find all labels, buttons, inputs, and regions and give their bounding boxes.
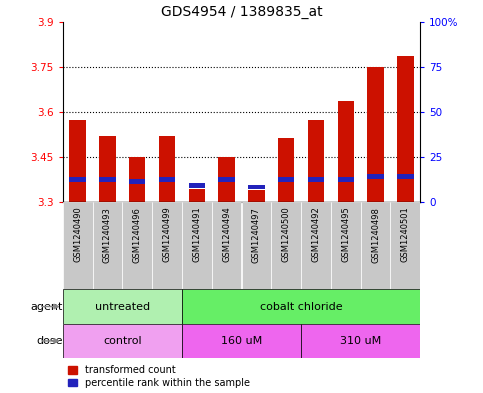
- Bar: [152, 202, 182, 289]
- Bar: [63, 202, 93, 289]
- Bar: [397, 174, 413, 179]
- Bar: [308, 119, 324, 202]
- Bar: [368, 67, 384, 202]
- Bar: [368, 174, 384, 179]
- Bar: [70, 177, 86, 182]
- Text: 160 uM: 160 uM: [221, 336, 262, 346]
- Bar: [189, 183, 205, 188]
- Text: GSM1240490: GSM1240490: [73, 207, 82, 263]
- Text: GSM1240491: GSM1240491: [192, 207, 201, 263]
- Bar: [390, 202, 420, 289]
- Bar: [93, 202, 122, 289]
- Text: GSM1240498: GSM1240498: [371, 207, 380, 263]
- Bar: [63, 324, 182, 358]
- Text: GSM1240493: GSM1240493: [103, 207, 112, 263]
- Bar: [397, 56, 413, 202]
- Text: GSM1240500: GSM1240500: [282, 207, 291, 263]
- Text: untreated: untreated: [95, 301, 150, 312]
- Bar: [278, 177, 294, 182]
- Legend: transformed count, percentile rank within the sample: transformed count, percentile rank withi…: [68, 365, 250, 388]
- Bar: [248, 190, 265, 202]
- Bar: [182, 202, 212, 289]
- Bar: [361, 202, 390, 289]
- Bar: [159, 177, 175, 182]
- Bar: [129, 157, 145, 202]
- Bar: [331, 202, 361, 289]
- Bar: [189, 189, 205, 202]
- Bar: [242, 202, 271, 289]
- Bar: [63, 289, 182, 324]
- Text: GSM1240499: GSM1240499: [163, 207, 171, 263]
- Text: control: control: [103, 336, 142, 346]
- Bar: [99, 136, 115, 202]
- Bar: [99, 177, 115, 182]
- Bar: [338, 177, 354, 182]
- Bar: [70, 119, 86, 202]
- Bar: [218, 157, 235, 202]
- Text: GSM1240494: GSM1240494: [222, 207, 231, 263]
- Bar: [182, 289, 420, 324]
- Text: GSM1240496: GSM1240496: [133, 207, 142, 263]
- Bar: [248, 185, 265, 189]
- Title: GDS4954 / 1389835_at: GDS4954 / 1389835_at: [161, 5, 322, 19]
- Bar: [271, 202, 301, 289]
- Bar: [301, 202, 331, 289]
- Text: cobalt chloride: cobalt chloride: [260, 301, 342, 312]
- Bar: [129, 180, 145, 184]
- Text: 310 uM: 310 uM: [340, 336, 381, 346]
- Bar: [122, 202, 152, 289]
- Text: GSM1240501: GSM1240501: [401, 207, 410, 263]
- Bar: [338, 101, 354, 202]
- Bar: [212, 202, 242, 289]
- Bar: [159, 136, 175, 202]
- Text: GSM1240492: GSM1240492: [312, 207, 320, 263]
- Bar: [218, 177, 235, 182]
- Bar: [301, 324, 420, 358]
- Bar: [308, 177, 324, 182]
- Bar: [278, 138, 294, 202]
- Bar: [182, 324, 301, 358]
- Text: agent: agent: [30, 301, 63, 312]
- Text: GSM1240497: GSM1240497: [252, 207, 261, 263]
- Text: GSM1240495: GSM1240495: [341, 207, 350, 263]
- Text: dose: dose: [36, 336, 63, 346]
